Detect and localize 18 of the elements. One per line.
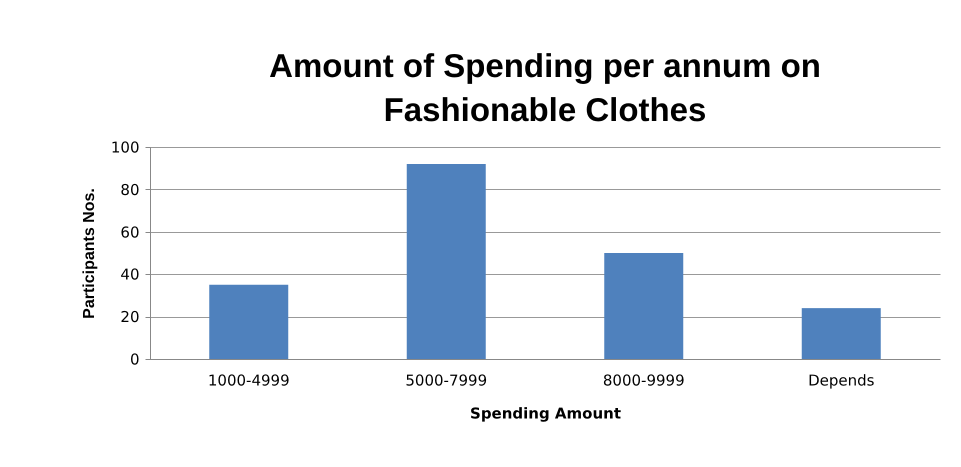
y-tick-label: 0 [130,350,140,368]
y-tick-label: 80 [120,180,140,199]
bar [406,164,486,359]
bar [209,284,288,359]
bar [802,308,881,359]
y-tick-label: 40 [120,266,140,284]
bar [604,253,684,359]
y-tick-label: 20 [120,308,140,326]
x-tick-label: 1000-4999 [208,372,290,390]
y-axis-title: Participants Nos. [80,188,98,319]
x-tick-label: 8000-9999 [602,372,685,390]
x-tick-label: 5000-7999 [405,372,488,390]
x-tick-label: Depends [808,372,875,390]
text: Amount of Spending per annum on [269,47,821,84]
y-tick-label: 60 [120,223,140,242]
x-axis-title: Spending Amount [470,404,621,422]
text: Fashionable Clothes [384,91,706,128]
y-tick-label: 100 [110,138,140,156]
